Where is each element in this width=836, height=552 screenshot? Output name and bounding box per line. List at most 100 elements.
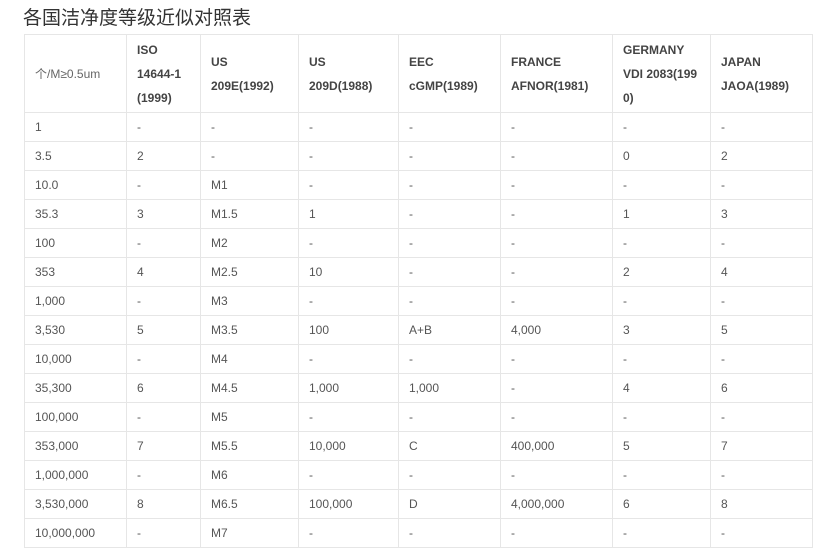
table-cell: C	[398, 431, 501, 461]
table-cell: -	[298, 112, 399, 142]
table-cell: -	[710, 286, 813, 316]
table-cell: -	[398, 460, 501, 490]
table-row: 35,300 6 M4.5 1,000 1,000-4 6	[24, 373, 813, 403]
table-row: 10,000- M4- - - - -	[24, 344, 813, 374]
table-cell: 100	[24, 228, 127, 258]
table-cell: -	[126, 460, 201, 490]
column-header-line: 209E(1992)	[211, 78, 274, 93]
table-row: 35.3 3 M1.5 1- -1 3	[24, 199, 813, 229]
table-cell: -	[612, 112, 711, 142]
table-cell: 7	[710, 431, 813, 461]
table-cell: M3	[200, 286, 299, 316]
table-cell: -	[298, 141, 399, 171]
column-header: US 209D(1988)	[298, 34, 399, 113]
table-cell: -	[612, 460, 711, 490]
table-cell: 5	[612, 431, 711, 461]
column-header: GERMANY VDI 2083(199 0)	[612, 34, 711, 113]
table-cell: 8	[710, 489, 813, 519]
table-cell: -	[500, 228, 613, 258]
table-row: 100- M2- - - - -	[24, 228, 813, 258]
column-header-line: GERMANY	[623, 42, 685, 57]
table-row: 10,000,000- M7- - - - -	[24, 518, 813, 548]
table-row: 353 4 M2.5 10- -2 4	[24, 257, 813, 287]
column-header-line: 209D(1988)	[309, 78, 373, 93]
table-cell: A+B	[398, 315, 501, 345]
table-cell: 4,000	[500, 315, 613, 345]
column-header-line: FRANCE	[511, 54, 561, 69]
table-row: 1-------	[24, 112, 813, 142]
column-header-line: (1999)	[137, 90, 172, 105]
table-cell: M7	[200, 518, 299, 548]
table-cell: 3,530	[24, 315, 127, 345]
table-cell: 10,000	[298, 431, 399, 461]
table-cell: -	[398, 199, 501, 229]
table-row: 3,530 5 M3.5 100 A+B 4,000 3 5	[24, 315, 813, 345]
table-cell: -	[398, 112, 501, 142]
table-cell: -	[298, 228, 399, 258]
table-cell: 0	[612, 141, 711, 171]
table-cell: 3,530,000	[24, 489, 127, 519]
table-cell: 4,000,000	[500, 489, 613, 519]
table-cell: -	[710, 344, 813, 374]
table-cell: -	[200, 112, 299, 142]
table-cell: M6	[200, 460, 299, 490]
table-cell: -	[500, 286, 613, 316]
table-cell: 3	[710, 199, 813, 229]
table-row: 353,000 7 M5.5 10,000 C 400,000 5 7	[24, 431, 813, 461]
column-header-line: JAPAN	[721, 54, 761, 69]
table-cell: 10,000	[24, 344, 127, 374]
table-cell: -	[500, 141, 613, 171]
table-cell: -	[298, 518, 399, 548]
column-header: JAPAN JAOA(1989)	[710, 34, 813, 113]
table-row: 100,000- M5- - - - -	[24, 402, 813, 432]
table-row: 3,530,000 8 M6.5 100,000 D 4,000,000 6 8	[24, 489, 813, 519]
table-cell: 5	[710, 315, 813, 345]
table-cell: M6.5	[200, 489, 299, 519]
table-cell: 4	[710, 257, 813, 287]
table-cell: -	[500, 460, 613, 490]
table-cell: 100	[298, 315, 399, 345]
header-row: 个/M≥0.5um ISO 14644-1 (1999) US 209E(1992) US 2…	[24, 34, 813, 113]
table-cell: 1,000	[24, 286, 127, 316]
table-cell: 2	[612, 257, 711, 287]
column-header: US 209E(1992)	[200, 34, 299, 113]
table-cell: M5.5	[200, 431, 299, 461]
column-header-line: ISO	[137, 42, 158, 57]
table-cell: 3	[612, 315, 711, 345]
table-cell: 10,000,000	[24, 518, 127, 548]
table-cell: -	[500, 170, 613, 200]
table-cell: -	[298, 170, 399, 200]
column-header-line: EEC	[409, 54, 434, 69]
table-cell: -	[126, 170, 201, 200]
table-cell: 100,000	[24, 402, 127, 432]
table-cell: -	[612, 344, 711, 374]
table-cell: M1	[200, 170, 299, 200]
column-header-line: 14644-1	[137, 66, 182, 81]
table-cell: -	[710, 518, 813, 548]
table-cell: -	[200, 141, 299, 171]
table-cell: 35.3	[24, 199, 127, 229]
table-cell: -	[710, 460, 813, 490]
table-cell: -	[398, 518, 501, 548]
table-cell: -	[398, 228, 501, 258]
column-header-line: US	[309, 54, 326, 69]
table-cell: -	[500, 257, 613, 287]
table-cell: 5	[126, 315, 201, 345]
table-cell: -	[612, 286, 711, 316]
table-cell: 6	[126, 373, 201, 403]
table-cell: 3.5	[24, 141, 127, 171]
table-cell: 10.0	[24, 170, 127, 200]
column-header-line: cGMP(1989)	[409, 78, 478, 93]
table-cell: D	[398, 489, 501, 519]
table-cell: -	[500, 199, 613, 229]
table-cell: -	[500, 373, 613, 403]
table-cell: M1.5	[200, 199, 299, 229]
table-cell: 6	[710, 373, 813, 403]
table-cell: 1,000	[398, 373, 501, 403]
table-cell: M4	[200, 344, 299, 374]
table-cell: -	[612, 228, 711, 258]
column-header: EEC cGMP(1989)	[398, 34, 501, 113]
table-cell: 7	[126, 431, 201, 461]
table-row: 10.0- M1- - - - -	[24, 170, 813, 200]
table-cell: -	[298, 344, 399, 374]
